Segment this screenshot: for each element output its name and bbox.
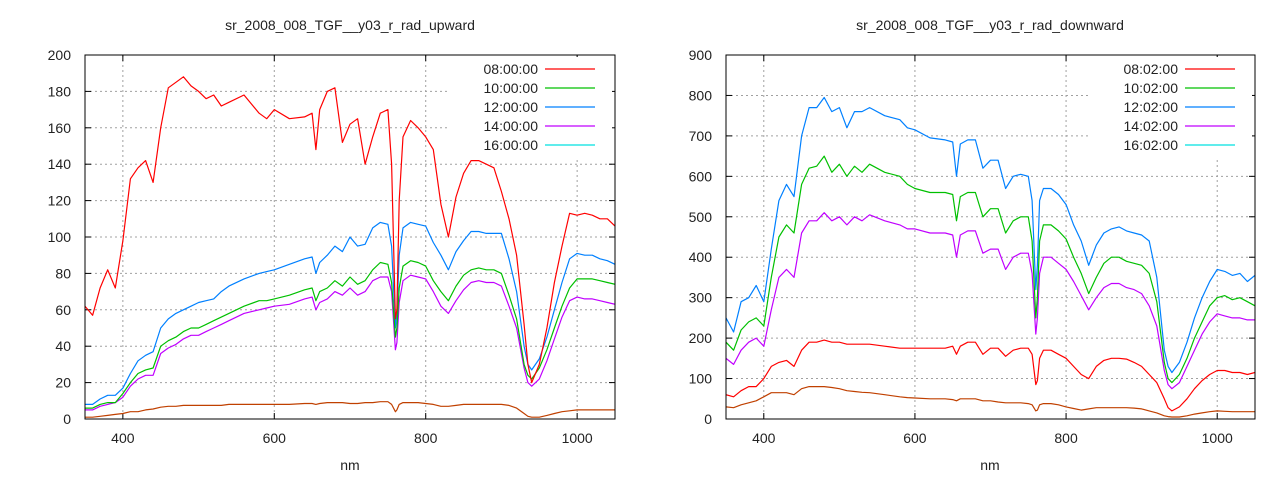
series-lines (85, 76, 615, 418)
legend-item: 16:02:00 (1124, 137, 1235, 153)
legend: 08:02:00 10:02:00 12:02:00 14:02:00 16:02:00 (1124, 61, 1235, 153)
x-tick-label: 600 (263, 430, 287, 446)
plot-frame (725, 54, 1256, 420)
plot-frame (84, 54, 616, 420)
x-tick-label: 800 (1054, 430, 1078, 446)
legend-item: 08:02:00 (1124, 61, 1235, 77)
y-tick-label: 400 (689, 249, 713, 265)
series-line-160200 (726, 386, 1255, 418)
legend-item: 14:00:00 (484, 118, 595, 134)
legend-label: 12:02:00 (1124, 99, 1179, 115)
x-tick-label: 1000 (1202, 430, 1233, 446)
chart-downward: sr_2008_008_TGF__y03_r_rad_downward nm 0… (689, 17, 1256, 473)
y-tick-label: 180 (48, 83, 72, 99)
legend-label: 16:02:00 (1124, 137, 1179, 153)
y-tick-label: 40 (55, 338, 71, 354)
y-tick-label: 500 (689, 209, 713, 225)
legend-item: 14:02:00 (1124, 118, 1235, 134)
legend-label: 10:02:00 (1124, 80, 1179, 96)
y-tick-label: 140 (48, 156, 72, 172)
y-tick-label: 100 (48, 229, 72, 245)
x-tick-label: 400 (752, 430, 776, 446)
legend-item: 12:00:00 (484, 99, 595, 115)
y-tick-label: 80 (55, 265, 71, 281)
legend-item: 08:00:00 (484, 61, 595, 77)
y-tick-label: 900 (689, 47, 713, 63)
series-line-080200 (726, 339, 1255, 412)
y-tick-label: 200 (48, 47, 72, 63)
y-tick-label: 800 (689, 87, 713, 103)
legend-label: 14:02:00 (1124, 118, 1179, 134)
y-tick-label: 20 (55, 375, 71, 391)
y-tick-label: 160 (48, 120, 72, 136)
legend-item: 10:02:00 (1124, 80, 1235, 96)
legend-item: 12:02:00 (1124, 99, 1235, 115)
legend-item: 10:00:00 (484, 80, 595, 96)
x-tick-label: 800 (414, 430, 438, 446)
y-tick-label: 120 (48, 193, 72, 209)
legend-label: 12:00:00 (484, 99, 539, 115)
y-tick-label: 700 (689, 128, 713, 144)
legend-label: 08:00:00 (484, 61, 539, 77)
y-tick-label: 0 (704, 411, 712, 427)
legend-label: 08:02:00 (1124, 61, 1179, 77)
series-line-120200 (726, 96, 1255, 374)
x-axis-label: nm (980, 457, 999, 473)
legend-label: 16:00:00 (484, 137, 539, 153)
chart-title: sr_2008_008_TGF__y03_r_rad_downward (856, 17, 1124, 33)
x-tick-label: 1000 (562, 430, 593, 446)
series-line-100000 (85, 260, 615, 409)
x-tick-label: 400 (111, 430, 135, 446)
y-tick-label: 60 (55, 302, 71, 318)
y-tick-label: 200 (689, 330, 713, 346)
series-lines (726, 96, 1255, 418)
y-tick-label: 0 (63, 411, 71, 427)
chart-title: sr_2008_008_TGF__y03_r_rad_upward (225, 17, 475, 33)
x-tick-label: 600 (903, 430, 927, 446)
series-line-100200 (726, 155, 1255, 384)
legend-item: 16:00:00 (484, 137, 595, 153)
chart-upward: sr_2008_008_TGF__y03_r_rad_upward nm 0 20… (48, 17, 616, 473)
y-tick-label: 100 (689, 371, 713, 387)
series-line-140200 (726, 212, 1255, 390)
y-tick-label: 600 (689, 168, 713, 184)
legend-label: 14:00:00 (484, 118, 539, 134)
y-tick-label: 300 (689, 290, 713, 306)
series-line-120000 (85, 221, 615, 405)
legend: 08:00:00 10:00:00 12:00:00 14:00:00 16:00:00 (484, 61, 595, 153)
legend-label: 10:00:00 (484, 80, 539, 96)
series-line-080000 (85, 76, 615, 384)
series-line-160000 (85, 401, 615, 418)
series-line-140000 (85, 274, 615, 411)
x-axis-label: nm (340, 457, 359, 473)
